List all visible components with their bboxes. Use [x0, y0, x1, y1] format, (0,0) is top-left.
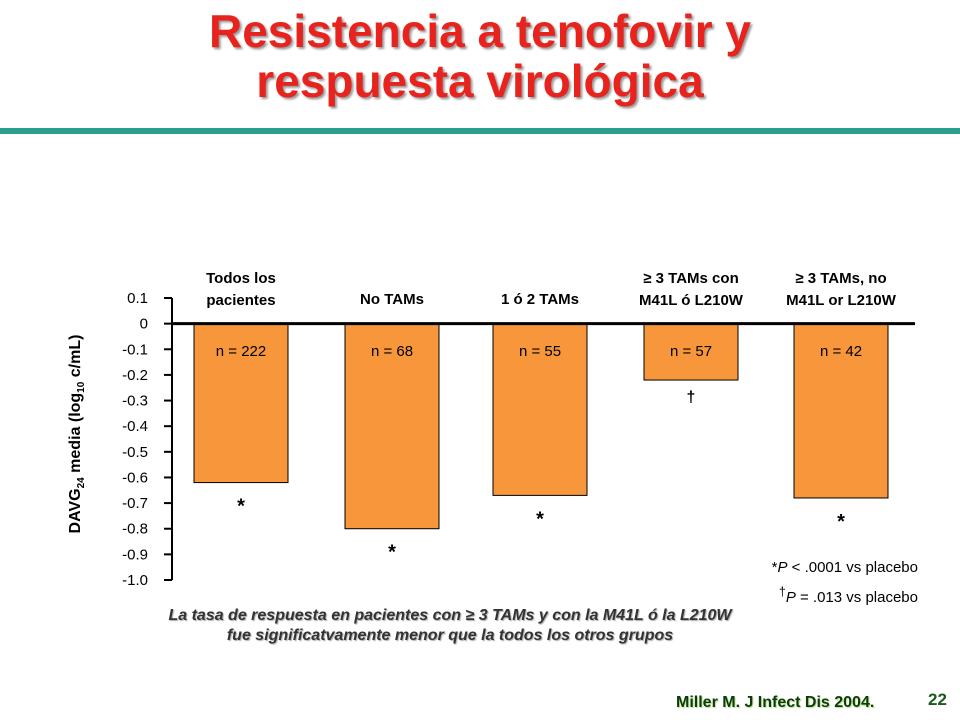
slide-title-line-1: Resistencia a tenofovir y	[209, 5, 751, 57]
bar	[643, 323, 739, 381]
y-tick-label: -0.2	[122, 367, 148, 384]
n-label: n = 55	[519, 343, 561, 360]
category-label-line: M41L ó L210W	[639, 292, 744, 309]
category-label-line: Todos los	[206, 270, 276, 287]
category-label: ≥ 3 TAMs, no M41L or L210W	[786, 270, 897, 309]
bar	[344, 323, 440, 530]
y-tick-label: 0.1	[127, 290, 148, 307]
category-label-line: No TAMs	[360, 291, 424, 308]
y-tick-label: -0.6	[122, 469, 148, 486]
conclusion-text: La tasa de respuesta en pacientes con ≥ …	[60, 606, 840, 646]
footnote-1-symbol: *	[771, 559, 778, 576]
slide-title-line-2: respuesta virológica	[256, 55, 704, 107]
conclusion-line-2: fue significatvamente menor que la todos…	[226, 627, 674, 644]
y-axis-label-mid: media (log	[67, 393, 84, 477]
category-label-line: ≥ 3 TAMs con	[643, 270, 738, 287]
y-tick-label: -1.0	[122, 572, 148, 589]
n-labels: n = 222 n = 68 n = 55 n = 57 n = 42	[216, 343, 862, 360]
footnote-1: *P < .0001 vs placebo	[700, 556, 918, 580]
footnote-2: †P = .013 vs placebo	[700, 580, 918, 610]
slide-title: Resistencia a tenofovir y respuesta viro…	[0, 0, 960, 106]
y-tick-label: -0.1	[122, 341, 148, 358]
y-axis-label-sub1: 24	[76, 477, 87, 489]
y-axis-ticks: 0.1 0 -0.1 -0.2 -0.3 -0.4 -0.5 -0.6 -0.7 -0.8 -0.9…	[122, 290, 172, 589]
footnote-2-p: P	[785, 589, 796, 606]
footnote-2-symbol: †	[778, 585, 786, 599]
bar	[492, 323, 588, 496]
n-label: n = 68	[371, 343, 413, 360]
y-tick-label: -0.9	[122, 546, 148, 563]
category-label: No TAMs	[360, 291, 424, 308]
category-label-line: pacientes	[206, 292, 275, 309]
citation: Miller M. J Infect Dis 2004.	[676, 694, 875, 711]
n-label: n = 42	[820, 343, 862, 360]
category-label: 1 ó 2 TAMs	[501, 291, 579, 308]
title-divider	[0, 128, 960, 134]
category-label: ≥ 3 TAMs con M41L ó L210W	[639, 270, 744, 309]
category-label-line: 1 ó 2 TAMs	[501, 291, 579, 308]
y-tick-label: -0.4	[122, 418, 148, 435]
y-axis-label-main: DAVG	[67, 488, 84, 533]
footnotes: *P < .0001 vs placebo †P = .013 vs place…	[700, 556, 918, 610]
significance-marker: *	[837, 511, 845, 533]
significance-marker: †	[687, 389, 696, 406]
y-tick-label: -0.7	[122, 495, 148, 512]
n-label: n = 57	[670, 343, 712, 360]
y-axis-label-end: c/mL)	[67, 335, 84, 382]
category-label: Todos los pacientes	[206, 270, 276, 309]
page-number: 22	[928, 690, 947, 709]
footnote-1-p: P	[777, 559, 788, 576]
category-label-line: M41L or L210W	[786, 292, 897, 309]
y-tick-label: -0.5	[122, 444, 148, 461]
y-axis-label-sub2: 10	[76, 381, 87, 393]
bar	[193, 323, 289, 484]
y-tick-label: -0.3	[122, 393, 148, 410]
category-labels: Todos los pacientes No TAMs 1 ó 2 TAMs ≥ 3 T…	[206, 270, 897, 309]
footnote-2-text: = .013 vs placebo	[795, 589, 918, 606]
footnote-1-text: < .0001 vs placebo	[787, 559, 918, 576]
conclusion-line-1: La tasa de respuesta en pacientes con ≥ …	[168, 607, 732, 624]
significance-marker: *	[237, 496, 245, 518]
bars	[193, 323, 889, 530]
significance-markers: * * * † *	[237, 389, 845, 564]
y-tick-label: -0.8	[122, 521, 148, 538]
bar	[793, 323, 889, 499]
category-label-line: ≥ 3 TAMs, no	[795, 270, 886, 287]
significance-marker: *	[536, 508, 544, 530]
significance-marker: *	[388, 542, 396, 564]
n-label: n = 222	[216, 343, 266, 360]
y-axis-label: DAVG24 media (log10 c/mL)	[67, 335, 87, 534]
y-tick-label: 0	[140, 316, 148, 333]
